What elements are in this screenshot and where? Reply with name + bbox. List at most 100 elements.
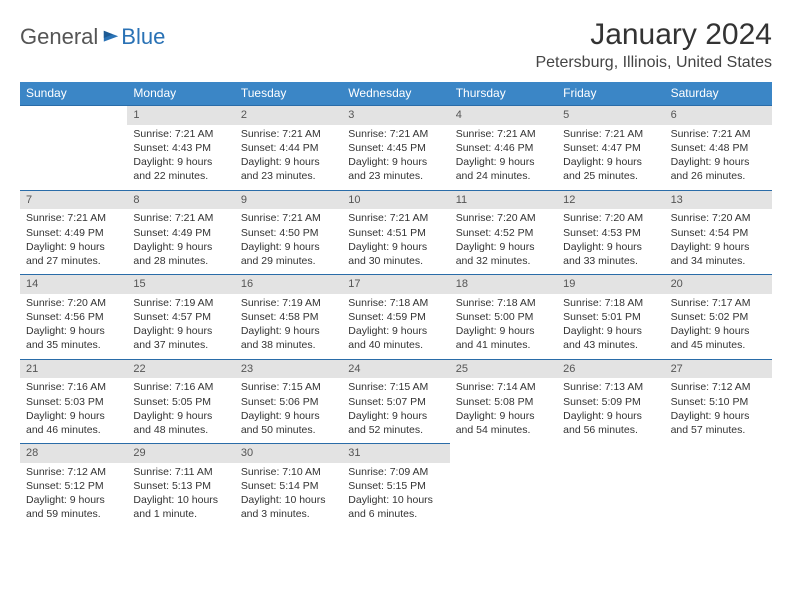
day-cell: 17Sunrise: 7:18 AMSunset: 4:59 PMDayligh… bbox=[342, 274, 449, 359]
page-subtitle: Petersburg, Illinois, United States bbox=[535, 54, 772, 72]
weekday-header: Thursday bbox=[450, 82, 557, 105]
page: General Blue January 2024 Petersburg, Il… bbox=[0, 0, 792, 528]
day-detail-line: Sunrise: 7:20 AM bbox=[563, 211, 658, 225]
day-number: 8 bbox=[127, 190, 234, 210]
day-detail-line: Sunset: 4:46 PM bbox=[456, 141, 551, 155]
day-detail-line: and 48 minutes. bbox=[133, 423, 228, 437]
day-number: 11 bbox=[450, 190, 557, 210]
title-block: January 2024 Petersburg, Illinois, Unite… bbox=[535, 18, 772, 72]
day-detail-line: Daylight: 9 hours bbox=[133, 324, 228, 338]
flag-icon bbox=[102, 29, 120, 47]
day-detail-line: Sunrise: 7:21 AM bbox=[563, 127, 658, 141]
day-cell bbox=[20, 105, 127, 190]
day-detail-line: Daylight: 9 hours bbox=[26, 324, 121, 338]
day-number: 28 bbox=[20, 443, 127, 463]
day-detail-line: Sunrise: 7:21 AM bbox=[241, 127, 336, 141]
day-number: 16 bbox=[235, 274, 342, 294]
day-detail-line: Sunrise: 7:15 AM bbox=[241, 380, 336, 394]
day-detail-line: and 46 minutes. bbox=[26, 423, 121, 437]
day-detail-line: Sunrise: 7:10 AM bbox=[241, 465, 336, 479]
day-number: 29 bbox=[127, 443, 234, 463]
day-cell: 6Sunrise: 7:21 AMSunset: 4:48 PMDaylight… bbox=[665, 105, 772, 190]
day-cell: 25Sunrise: 7:14 AMSunset: 5:08 PMDayligh… bbox=[450, 359, 557, 444]
day-detail-line: Sunset: 4:48 PM bbox=[671, 141, 766, 155]
weekday-header: Tuesday bbox=[235, 82, 342, 105]
day-number: 12 bbox=[557, 190, 664, 210]
day-detail-line: Daylight: 9 hours bbox=[241, 155, 336, 169]
day-cell: 4Sunrise: 7:21 AMSunset: 4:46 PMDaylight… bbox=[450, 105, 557, 190]
day-number: 3 bbox=[342, 105, 449, 125]
day-cell bbox=[450, 443, 557, 528]
day-detail-line: Daylight: 10 hours bbox=[348, 493, 443, 507]
day-number: 13 bbox=[665, 190, 772, 210]
day-detail-line: and 43 minutes. bbox=[563, 338, 658, 352]
day-detail-line: Daylight: 10 hours bbox=[133, 493, 228, 507]
day-cell: 13Sunrise: 7:20 AMSunset: 4:54 PMDayligh… bbox=[665, 190, 772, 275]
day-detail-line: Daylight: 9 hours bbox=[133, 409, 228, 423]
day-detail-line: and 35 minutes. bbox=[26, 338, 121, 352]
day-number: 14 bbox=[20, 274, 127, 294]
day-detail-line: Sunrise: 7:18 AM bbox=[456, 296, 551, 310]
day-detail-line: Daylight: 9 hours bbox=[26, 409, 121, 423]
day-detail-line: Sunset: 4:47 PM bbox=[563, 141, 658, 155]
week-row: 28Sunrise: 7:12 AMSunset: 5:12 PMDayligh… bbox=[20, 443, 772, 528]
day-cell: 31Sunrise: 7:09 AMSunset: 5:15 PMDayligh… bbox=[342, 443, 449, 528]
weekday-header: Sunday bbox=[20, 82, 127, 105]
day-detail-line: and 24 minutes. bbox=[456, 169, 551, 183]
day-detail-line: and 25 minutes. bbox=[563, 169, 658, 183]
day-detail-line: and 56 minutes. bbox=[563, 423, 658, 437]
day-detail-line: Sunrise: 7:21 AM bbox=[26, 211, 121, 225]
day-number: 5 bbox=[557, 105, 664, 125]
week-row: 1Sunrise: 7:21 AMSunset: 4:43 PMDaylight… bbox=[20, 105, 772, 190]
day-detail-line: Sunrise: 7:21 AM bbox=[241, 211, 336, 225]
day-detail-line: Sunrise: 7:17 AM bbox=[671, 296, 766, 310]
day-detail-line: Sunset: 5:00 PM bbox=[456, 310, 551, 324]
day-detail-line: Daylight: 9 hours bbox=[133, 155, 228, 169]
day-detail-line: Sunrise: 7:19 AM bbox=[133, 296, 228, 310]
day-detail-line: Daylight: 9 hours bbox=[671, 409, 766, 423]
day-number: 22 bbox=[127, 359, 234, 379]
day-detail-line: and 41 minutes. bbox=[456, 338, 551, 352]
day-number: 30 bbox=[235, 443, 342, 463]
day-detail-line: Sunset: 5:09 PM bbox=[563, 395, 658, 409]
day-detail-line: Sunset: 5:14 PM bbox=[241, 479, 336, 493]
day-detail-line: Daylight: 9 hours bbox=[671, 324, 766, 338]
day-detail-line: Sunset: 4:50 PM bbox=[241, 226, 336, 240]
day-cell: 19Sunrise: 7:18 AMSunset: 5:01 PMDayligh… bbox=[557, 274, 664, 359]
day-detail-line: Sunset: 4:51 PM bbox=[348, 226, 443, 240]
day-detail-line: Sunrise: 7:21 AM bbox=[348, 211, 443, 225]
day-detail-line: Sunset: 5:06 PM bbox=[241, 395, 336, 409]
day-detail-line: Sunset: 4:44 PM bbox=[241, 141, 336, 155]
day-number: 17 bbox=[342, 274, 449, 294]
day-cell: 20Sunrise: 7:17 AMSunset: 5:02 PMDayligh… bbox=[665, 274, 772, 359]
day-detail-line: Sunrise: 7:20 AM bbox=[456, 211, 551, 225]
day-detail-line: Sunrise: 7:12 AM bbox=[671, 380, 766, 394]
day-number: 27 bbox=[665, 359, 772, 379]
day-number: 31 bbox=[342, 443, 449, 463]
day-number: 18 bbox=[450, 274, 557, 294]
day-detail-line: Sunset: 4:49 PM bbox=[26, 226, 121, 240]
day-detail-line: Sunset: 4:53 PM bbox=[563, 226, 658, 240]
logo: General Blue bbox=[20, 18, 165, 50]
day-detail-line: and 50 minutes. bbox=[241, 423, 336, 437]
day-detail-line: and 34 minutes. bbox=[671, 254, 766, 268]
day-detail-line: Sunrise: 7:15 AM bbox=[348, 380, 443, 394]
day-cell: 22Sunrise: 7:16 AMSunset: 5:05 PMDayligh… bbox=[127, 359, 234, 444]
day-detail-line: Daylight: 9 hours bbox=[348, 409, 443, 423]
day-detail-line: and 52 minutes. bbox=[348, 423, 443, 437]
day-cell: 30Sunrise: 7:10 AMSunset: 5:14 PMDayligh… bbox=[235, 443, 342, 528]
day-detail-line: Sunrise: 7:13 AM bbox=[563, 380, 658, 394]
day-detail-line: and 37 minutes. bbox=[133, 338, 228, 352]
day-cell: 1Sunrise: 7:21 AMSunset: 4:43 PMDaylight… bbox=[127, 105, 234, 190]
day-detail-line: Sunset: 5:02 PM bbox=[671, 310, 766, 324]
day-detail-line: Sunrise: 7:19 AM bbox=[241, 296, 336, 310]
day-detail-line: Daylight: 9 hours bbox=[563, 324, 658, 338]
day-detail-line: Sunrise: 7:20 AM bbox=[671, 211, 766, 225]
day-detail-line: Daylight: 9 hours bbox=[456, 324, 551, 338]
day-detail-line: Sunset: 4:58 PM bbox=[241, 310, 336, 324]
day-cell: 23Sunrise: 7:15 AMSunset: 5:06 PMDayligh… bbox=[235, 359, 342, 444]
day-detail-line: Sunset: 4:49 PM bbox=[133, 226, 228, 240]
day-cell: 9Sunrise: 7:21 AMSunset: 4:50 PMDaylight… bbox=[235, 190, 342, 275]
day-detail-line: Daylight: 9 hours bbox=[671, 240, 766, 254]
day-detail-line: and 6 minutes. bbox=[348, 507, 443, 521]
